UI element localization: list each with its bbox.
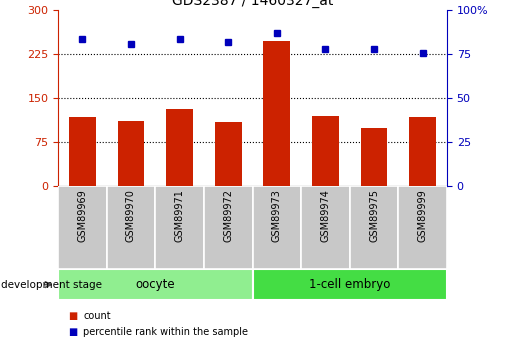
Bar: [156, 186, 204, 269]
Bar: [409, 117, 436, 186]
Bar: [264, 41, 290, 186]
Bar: [312, 116, 339, 186]
Text: ■: ■: [68, 311, 77, 321]
Text: GSM89969: GSM89969: [77, 189, 87, 241]
Text: GSM89971: GSM89971: [175, 189, 185, 241]
Text: percentile rank within the sample: percentile rank within the sample: [83, 327, 248, 337]
Text: GSM89999: GSM89999: [418, 189, 428, 241]
Text: 1-cell embryo: 1-cell embryo: [309, 278, 390, 291]
Text: development stage: development stage: [1, 280, 102, 289]
Text: GSM89970: GSM89970: [126, 189, 136, 241]
Bar: [69, 117, 96, 186]
Bar: [107, 186, 156, 269]
Bar: [361, 128, 387, 186]
Bar: [118, 121, 144, 186]
Bar: [350, 186, 398, 269]
Bar: [215, 122, 241, 186]
Text: count: count: [83, 311, 111, 321]
Bar: [58, 269, 252, 300]
Bar: [166, 109, 193, 186]
Bar: [301, 186, 350, 269]
Text: ■: ■: [68, 327, 77, 337]
Text: GSM89975: GSM89975: [369, 189, 379, 242]
Bar: [252, 186, 301, 269]
Text: GSM89972: GSM89972: [223, 189, 233, 242]
Title: GDS2387 / 1460327_at: GDS2387 / 1460327_at: [172, 0, 333, 8]
Bar: [58, 186, 107, 269]
Text: oocyte: oocyte: [135, 278, 175, 291]
Bar: [252, 269, 447, 300]
Text: GSM89973: GSM89973: [272, 189, 282, 241]
Bar: [398, 186, 447, 269]
Text: GSM89974: GSM89974: [320, 189, 330, 241]
Bar: [204, 186, 252, 269]
